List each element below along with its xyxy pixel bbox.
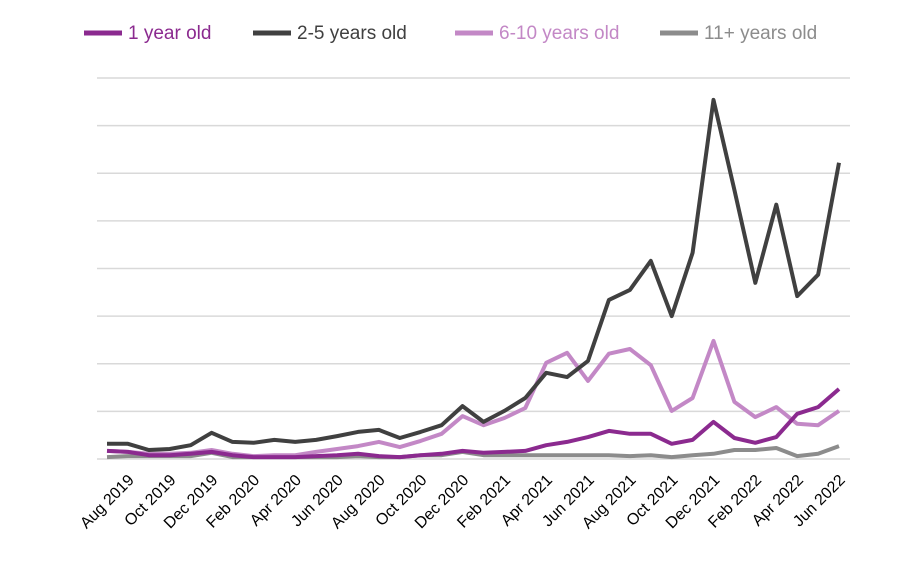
series-line	[107, 97, 841, 452]
series-line	[106, 338, 841, 459]
legend-label: 1 year old	[128, 23, 211, 44]
legend-label: 11+ years old	[704, 23, 817, 44]
series-line	[106, 387, 841, 460]
legend-label: 6-10 years old	[499, 23, 619, 44]
legend-label: 2-5 years old	[297, 23, 407, 44]
